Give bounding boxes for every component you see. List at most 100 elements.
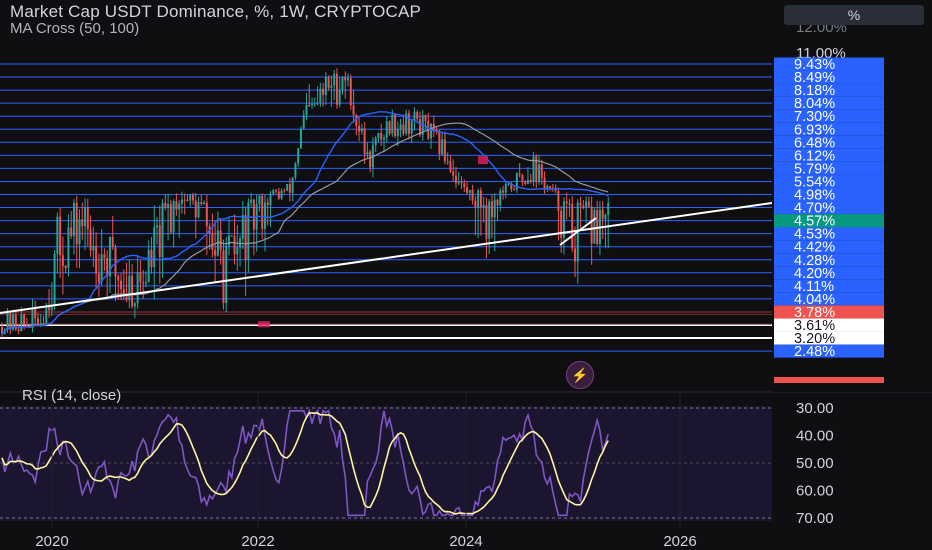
price-label-bg (774, 318, 884, 332)
candle-body (322, 88, 325, 95)
price-label: 4.11% (794, 279, 834, 295)
candle-body (460, 181, 463, 184)
price-label-bg (774, 135, 884, 149)
candle-body (366, 151, 369, 155)
x-tick-label: 2022 (241, 533, 274, 550)
candle-body (360, 128, 363, 132)
candle-body (291, 177, 294, 193)
candle-body (17, 329, 20, 332)
candle-body (241, 214, 244, 239)
rsi-tick-label: 60.00 (796, 483, 834, 500)
candle-body (347, 78, 349, 81)
candle-body (593, 210, 596, 244)
price-label: 8.04% (794, 96, 835, 112)
candle-body (474, 200, 477, 208)
candle-body (111, 236, 114, 248)
candle-body (45, 306, 48, 326)
lightning-icon[interactable]: ⚡ (566, 361, 594, 389)
candle-body (263, 202, 266, 229)
price-label-bg (774, 188, 884, 201)
candle-body (164, 202, 167, 208)
candle-body (590, 206, 593, 244)
candle-body (192, 194, 194, 201)
rsi-line (1, 408, 609, 517)
candle-body (269, 193, 272, 206)
candle-body (496, 199, 499, 206)
price-label-clip (774, 377, 884, 383)
price-label: 8.49% (794, 70, 835, 86)
price-label-bg (774, 292, 884, 306)
price-label: 9.43% (794, 57, 835, 73)
candle-body (319, 88, 322, 104)
rsi-tick-label: 50.00 (796, 455, 834, 472)
indicator-label: MA Cross (50, 100) (10, 20, 140, 37)
candle-body (352, 105, 355, 116)
price-label-bg (774, 83, 884, 97)
price-label-bg (774, 174, 884, 188)
candle-body (388, 121, 391, 134)
candle-body (418, 119, 421, 135)
candle-body (518, 173, 521, 176)
candle-body (125, 295, 128, 300)
price-label: 4.20% (794, 266, 835, 282)
candle-body (466, 187, 469, 193)
candle-body (200, 202, 203, 205)
rsi-title: RSI (14, close) (22, 387, 122, 404)
candle-body (144, 282, 147, 284)
price-label: 4.70% (794, 201, 835, 217)
candle-body (543, 177, 546, 190)
price-label: 4.57% (794, 214, 835, 230)
candle-body (502, 190, 505, 193)
price-label-bg (774, 227, 884, 241)
price-label: 2.48% (794, 344, 835, 360)
candle-body (463, 183, 466, 188)
price-label: 4.53% (794, 227, 835, 243)
candle-body (471, 189, 474, 201)
candle-body (457, 181, 460, 184)
candle-body (513, 189, 516, 191)
candle-body (524, 181, 527, 184)
candle-body (349, 78, 352, 106)
candle-body (9, 313, 12, 330)
price-label-bg (774, 331, 884, 345)
candle-body (374, 138, 377, 145)
price-label-bg (774, 344, 884, 358)
candle-body (399, 124, 402, 130)
rsi-tick-label: 70.00 (796, 510, 834, 527)
candle-body (194, 200, 197, 218)
candle-body (81, 219, 84, 227)
candle-body (396, 129, 399, 136)
candle-body (299, 128, 302, 149)
candle-body (333, 73, 336, 86)
candle-body (61, 255, 64, 266)
candle-body (136, 272, 139, 304)
price-axis: 12.00%11.00%9.43%8.49%8.18%8.04%7.30%6.9… (772, 0, 932, 392)
candle-body (435, 129, 438, 132)
scale-toggle-button[interactable]: % (784, 5, 924, 25)
candle-body (443, 139, 446, 162)
candle-body (283, 190, 286, 192)
candle-body (430, 123, 433, 139)
candle-body (490, 201, 493, 218)
candle-body (485, 204, 488, 239)
price-label: 4.04% (794, 292, 835, 308)
candle-body (39, 323, 42, 325)
candle-body (100, 254, 103, 282)
candle-body (250, 199, 253, 203)
candle-body (560, 210, 563, 238)
candle-body (482, 204, 485, 208)
trendline-main (0, 202, 773, 314)
candle-body (391, 114, 394, 134)
candle-body (344, 76, 347, 81)
price-label: 7.30% (794, 109, 835, 125)
candle-body (493, 199, 496, 218)
candle-body (252, 199, 255, 230)
candle-body (607, 203, 610, 215)
candle-body (247, 202, 250, 261)
ma-cross-marker (478, 156, 488, 165)
candle-body (53, 253, 56, 305)
candle-body (380, 133, 383, 140)
candle-body (122, 288, 125, 296)
